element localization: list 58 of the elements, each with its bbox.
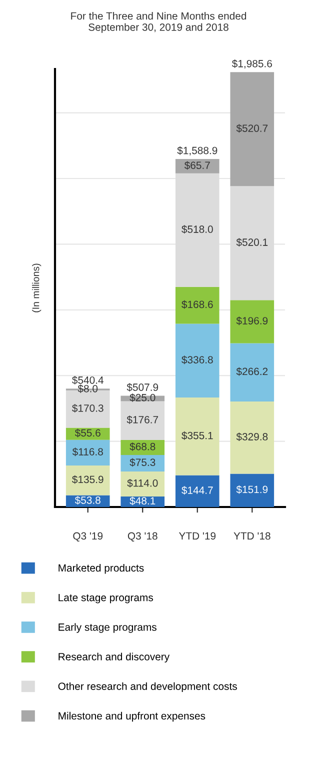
bar bbox=[120, 455, 165, 472]
data-label: $520.7 bbox=[236, 124, 268, 133]
data-label: $518.0 bbox=[182, 225, 213, 234]
legend-label: Other research and development costs bbox=[58, 682, 237, 692]
bar bbox=[66, 440, 110, 466]
total-label: $540.4 bbox=[72, 376, 104, 384]
bar bbox=[175, 475, 220, 507]
data-label: $48.1 bbox=[130, 496, 156, 506]
data-label: $8.0 bbox=[78, 384, 98, 393]
bar bbox=[175, 324, 220, 398]
bar bbox=[230, 402, 274, 474]
bar bbox=[120, 472, 165, 496]
data-label: $170.3 bbox=[72, 404, 104, 412]
data-label: $176.7 bbox=[126, 416, 158, 424]
data-label: $336.8 bbox=[182, 356, 213, 364]
data-label: $329.8 bbox=[236, 432, 268, 442]
x-tick-label: Q3 '19 bbox=[73, 532, 103, 542]
bar bbox=[230, 72, 274, 186]
bar bbox=[66, 465, 110, 496]
legend-label: Research and discovery bbox=[58, 652, 170, 662]
legend-label: Milestone and upfront expenses bbox=[58, 712, 206, 722]
chart-title: For the Three and Nine Months ended September 30, 2019 and 2018 bbox=[71, 12, 246, 33]
total-label: $1,985.6 bbox=[232, 60, 272, 69]
bar bbox=[175, 286, 220, 324]
bar bbox=[120, 401, 165, 440]
data-label: $266.2 bbox=[236, 367, 268, 376]
legend-label: Late stage programs bbox=[58, 594, 153, 604]
bar bbox=[230, 474, 274, 507]
bar bbox=[175, 159, 220, 174]
data-label: $68.8 bbox=[130, 442, 156, 451]
data-label: $75.3 bbox=[130, 458, 156, 467]
data-label: $116.8 bbox=[72, 448, 103, 456]
total-label: $507.9 bbox=[126, 383, 158, 392]
bar bbox=[230, 343, 274, 402]
data-label: $196.9 bbox=[236, 316, 268, 326]
data-label: $151.9 bbox=[236, 485, 268, 494]
data-label: $55.6 bbox=[74, 428, 100, 438]
x-tick-label: YTD '19 bbox=[178, 532, 216, 540]
data-label: $168.6 bbox=[182, 300, 213, 309]
data-label: $144.7 bbox=[182, 486, 213, 495]
bar bbox=[230, 300, 274, 344]
bar bbox=[120, 440, 165, 456]
x-tick-label: Q3 '18 bbox=[128, 532, 158, 542]
data-label: $520.1 bbox=[236, 238, 268, 247]
data-label: $53.8 bbox=[74, 496, 100, 505]
data-label: $65.7 bbox=[184, 161, 210, 170]
data-label: $135.9 bbox=[72, 475, 104, 484]
x-tick-label: YTD '18 bbox=[234, 532, 270, 540]
data-label: $25.0 bbox=[130, 393, 156, 402]
data-label: $355.1 bbox=[182, 431, 213, 440]
bar bbox=[175, 398, 220, 476]
total-label: $1,588.9 bbox=[177, 146, 218, 156]
bar bbox=[66, 495, 110, 507]
bar bbox=[66, 428, 110, 440]
legend-label: Early stage programs bbox=[58, 623, 156, 633]
legend-label: Marketed products bbox=[58, 564, 144, 574]
data-label: $114.0 bbox=[127, 478, 158, 488]
y-axis-title: (In millions) bbox=[32, 264, 42, 312]
